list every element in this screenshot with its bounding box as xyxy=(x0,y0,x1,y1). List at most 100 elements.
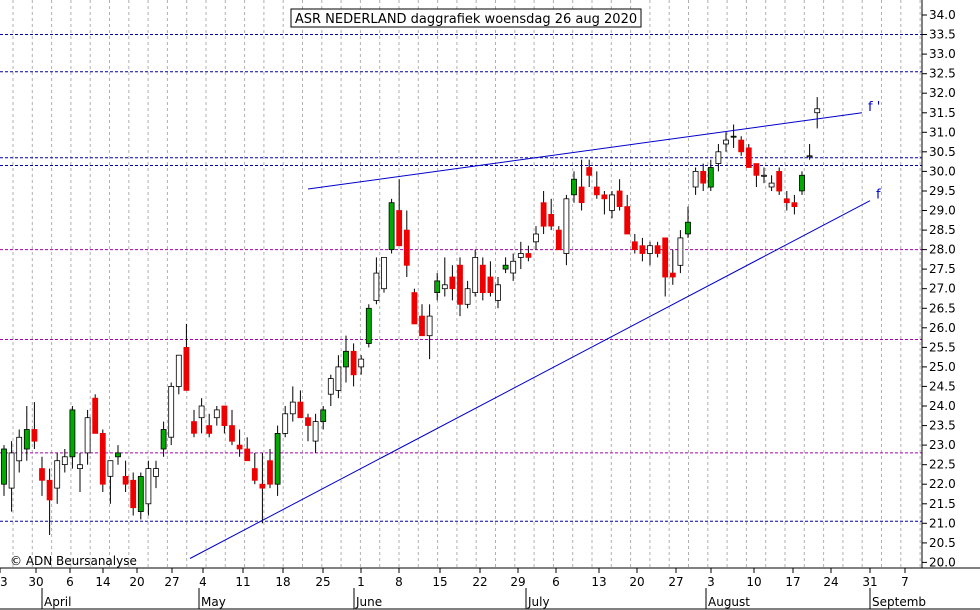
candle xyxy=(517,241,524,270)
candle xyxy=(555,226,562,251)
candle xyxy=(365,304,372,348)
candle xyxy=(487,261,494,297)
candle-body xyxy=(806,155,813,158)
candle xyxy=(753,163,760,187)
candle xyxy=(776,167,783,195)
candle-body xyxy=(327,378,334,395)
candle-body xyxy=(403,229,410,266)
candle xyxy=(312,413,319,453)
candle xyxy=(289,386,296,422)
candle xyxy=(510,253,517,281)
y-tick-label: 30.0 xyxy=(929,164,956,178)
candle-body xyxy=(122,475,129,485)
y-tick-label: 25.0 xyxy=(929,360,956,374)
candle xyxy=(282,406,289,438)
candle xyxy=(31,402,38,449)
candle xyxy=(540,191,547,234)
candle-body xyxy=(723,139,729,145)
candle-body xyxy=(609,194,615,211)
candle xyxy=(403,210,410,277)
candle xyxy=(616,179,623,211)
month-label: April xyxy=(44,595,71,609)
y-tick-label: 24.5 xyxy=(929,379,956,393)
candle-body xyxy=(39,468,45,481)
candle-body xyxy=(350,350,357,376)
candle-body xyxy=(236,444,243,450)
candle-body xyxy=(229,425,235,442)
x-tick-label: 7 xyxy=(901,575,909,589)
candle xyxy=(160,421,167,457)
x-tick-label: 14 xyxy=(95,575,110,589)
candle xyxy=(472,249,479,297)
candle xyxy=(16,429,23,473)
candle-body xyxy=(160,429,167,450)
y-tick-label: 22.0 xyxy=(929,477,956,491)
candle-body xyxy=(92,397,99,434)
candle-body xyxy=(320,409,327,422)
x-tick-label: 13 xyxy=(591,575,606,589)
candle-body xyxy=(753,163,760,176)
candle xyxy=(647,241,653,266)
y-tick-label: 30.5 xyxy=(929,145,956,159)
month-label: May xyxy=(201,595,226,609)
candle-body xyxy=(305,417,311,426)
candle-body xyxy=(251,468,258,481)
y-tick-label: 31.0 xyxy=(929,125,956,139)
candle-body xyxy=(525,253,532,258)
x-tick-label: 6 xyxy=(66,575,74,589)
candle-body xyxy=(791,202,798,207)
candle-body xyxy=(624,206,631,235)
candle-body xyxy=(396,210,403,247)
candle-body xyxy=(153,468,159,477)
candle xyxy=(23,406,30,461)
candle-body xyxy=(198,405,205,419)
candle xyxy=(1,445,7,496)
candle-body xyxy=(548,213,555,227)
candle-body xyxy=(267,460,273,485)
month-label: Septemb xyxy=(872,595,926,609)
candle-body xyxy=(593,186,600,196)
candle xyxy=(198,398,205,434)
y-tick-label: 33.5 xyxy=(929,28,956,42)
x-tick-label: 25 xyxy=(315,575,330,589)
candle-body xyxy=(221,405,228,427)
candle-body xyxy=(685,221,691,235)
x-tick-label: 22 xyxy=(472,575,487,589)
candle-body xyxy=(761,174,767,177)
trendlines: f ' f xyxy=(189,100,881,559)
candle xyxy=(479,257,486,301)
candle-body xyxy=(137,475,144,512)
candle xyxy=(327,374,334,406)
x-tick-label: 3 xyxy=(707,575,715,589)
candle-body xyxy=(563,198,570,254)
candle-body xyxy=(145,468,152,505)
candle xyxy=(441,257,448,297)
x-tick-label: 20 xyxy=(629,575,644,589)
candle-body xyxy=(616,190,623,208)
candle xyxy=(350,343,357,387)
trendline-label: f xyxy=(876,188,881,203)
candle-body xyxy=(191,421,197,434)
candle xyxy=(221,405,228,434)
candle-body xyxy=(130,479,137,509)
trendline xyxy=(189,200,871,559)
candle-body xyxy=(555,229,562,251)
candle-body xyxy=(677,237,684,266)
candle xyxy=(122,460,129,492)
month-label: June xyxy=(355,595,382,609)
candle-body xyxy=(23,429,30,450)
y-tick-label: 32.5 xyxy=(929,67,956,81)
candle-body xyxy=(449,276,456,290)
candle xyxy=(84,409,91,465)
candle-body xyxy=(213,409,220,419)
candles xyxy=(1,97,821,535)
candle xyxy=(54,452,61,504)
candle xyxy=(692,167,699,195)
candle xyxy=(297,390,304,419)
x-tick-label: 20 xyxy=(129,575,144,589)
candle xyxy=(768,175,775,191)
candle-body xyxy=(533,233,539,243)
candle-body xyxy=(282,413,289,434)
candle-body xyxy=(487,276,494,294)
candle-body xyxy=(768,182,775,188)
